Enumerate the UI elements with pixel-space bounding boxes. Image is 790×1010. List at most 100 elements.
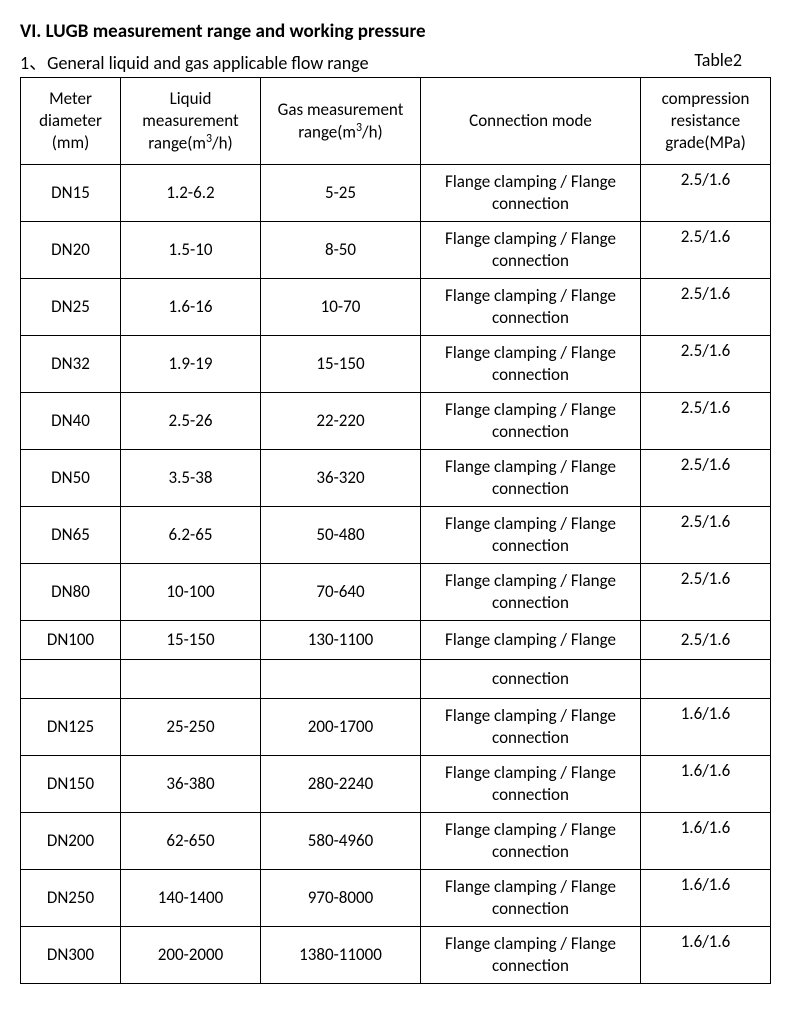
cell-connection: Flange clamping / Flange connection	[421, 870, 641, 927]
table-row: DN251.6-1610-70Flange clamping / Flange …	[21, 279, 771, 336]
cell-liquid: 15-150	[121, 621, 261, 660]
table-row: DN15036-380280-2240Flange clamping / Fla…	[21, 756, 771, 813]
table-label: Table2	[694, 49, 742, 75]
cell-gas: 200-1700	[261, 699, 421, 756]
table-row: connection	[21, 660, 771, 699]
cell-liquid	[121, 660, 261, 699]
cell-gas: 70-640	[261, 564, 421, 621]
cell-connection: Flange clamping / Flange connection	[421, 507, 641, 564]
cell-compression: 2.5/1.6	[641, 336, 771, 393]
table-row: DN201.5-108-50Flange clamping / Flange c…	[21, 222, 771, 279]
cell-gas: 8-50	[261, 222, 421, 279]
table-row: DN250140-1400970-8000Flange clamping / F…	[21, 870, 771, 927]
cell-liquid: 10-100	[121, 564, 261, 621]
cell-compression: 2.5/1.6	[641, 450, 771, 507]
cell-liquid: 1.5-10	[121, 222, 261, 279]
cell-connection: Flange clamping / Flange connection	[421, 393, 641, 450]
subtitle-left: 1、General liquid and gas applicable flow…	[20, 49, 369, 75]
table-row: DN300200-20001380-11000Flange clamping /…	[21, 927, 771, 984]
cell-gas: 10-70	[261, 279, 421, 336]
cell-gas: 970-8000	[261, 870, 421, 927]
col-liquid: Liquid measurement range(m3/h)	[121, 78, 261, 165]
table-row: DN656.2-6550-480Flange clamping / Flange…	[21, 507, 771, 564]
section-heading: VI. LUGB measurement range and working p…	[20, 20, 770, 43]
cell-compression: 2.5/1.6	[641, 393, 771, 450]
cell-diameter: DN50	[21, 450, 121, 507]
table-row: DN10015-150130-1100Flange clamping / Fla…	[21, 621, 771, 660]
cell-liquid: 2.5-26	[121, 393, 261, 450]
cell-connection: Flange clamping / Flange connection	[421, 165, 641, 222]
cell-diameter: DN32	[21, 336, 121, 393]
col-gas: Gas measurement range(m3/h)	[261, 78, 421, 165]
cell-compression: 1.6/1.6	[641, 756, 771, 813]
cell-diameter: DN300	[21, 927, 121, 984]
cell-compression: 2.5/1.6	[641, 621, 771, 660]
cell-compression: 2.5/1.6	[641, 507, 771, 564]
cell-gas: 50-480	[261, 507, 421, 564]
cell-diameter: DN80	[21, 564, 121, 621]
cell-connection: Flange clamping / Flange connection	[421, 813, 641, 870]
cell-compression: 2.5/1.6	[641, 279, 771, 336]
cell-liquid: 140-1400	[121, 870, 261, 927]
cell-compression: 1.6/1.6	[641, 699, 771, 756]
cell-diameter: DN100	[21, 621, 121, 660]
table-row: DN321.9-1915-150Flange clamping / Flange…	[21, 336, 771, 393]
cell-gas: 36-320	[261, 450, 421, 507]
cell-connection: Flange clamping / Flange connection	[421, 756, 641, 813]
flow-range-table: Meter diameter (mm) Liquid measurement r…	[20, 77, 771, 984]
cell-connection: Flange clamping / Flange connection	[421, 336, 641, 393]
cell-connection: Flange clamping / Flange connection	[421, 699, 641, 756]
cell-diameter: DN150	[21, 756, 121, 813]
cell-connection: Flange clamping / Flange connection	[421, 222, 641, 279]
cell-connection: Flange clamping / Flange connection	[421, 564, 641, 621]
cell-gas: 130-1100	[261, 621, 421, 660]
cell-diameter: DN20	[21, 222, 121, 279]
table-row: DN8010-10070-640Flange clamping / Flange…	[21, 564, 771, 621]
cell-liquid: 62-650	[121, 813, 261, 870]
cell-diameter: DN15	[21, 165, 121, 222]
cell-connection: Flange clamping / Flange connection	[421, 279, 641, 336]
cell-gas: 280-2240	[261, 756, 421, 813]
cell-liquid: 3.5-38	[121, 450, 261, 507]
cell-diameter: DN40	[21, 393, 121, 450]
cell-compression: 1.6/1.6	[641, 813, 771, 870]
cell-diameter: DN25	[21, 279, 121, 336]
cell-connection: connection	[421, 660, 641, 699]
table-row: DN402.5-2622-220Flange clamping / Flange…	[21, 393, 771, 450]
cell-compression: 2.5/1.6	[641, 165, 771, 222]
col-diameter: Meter diameter (mm)	[21, 78, 121, 165]
cell-diameter: DN65	[21, 507, 121, 564]
cell-gas: 15-150	[261, 336, 421, 393]
cell-liquid: 200-2000	[121, 927, 261, 984]
cell-liquid: 25-250	[121, 699, 261, 756]
cell-compression: 1.6/1.6	[641, 870, 771, 927]
cell-connection: Flange clamping / Flange	[421, 621, 641, 660]
cell-liquid: 1.9-19	[121, 336, 261, 393]
cell-liquid: 6.2-65	[121, 507, 261, 564]
cell-gas: 22-220	[261, 393, 421, 450]
cell-gas: 1380-11000	[261, 927, 421, 984]
cell-compression: 1.6/1.6	[641, 927, 771, 984]
col-connection: Connection mode	[421, 78, 641, 165]
table-row: DN20062-650580-4960Flange clamping / Fla…	[21, 813, 771, 870]
cell-gas	[261, 660, 421, 699]
cell-compression: 2.5/1.6	[641, 222, 771, 279]
cell-gas: 580-4960	[261, 813, 421, 870]
cell-compression: 2.5/1.6	[641, 564, 771, 621]
table-row: DN151.2-6.25-25Flange clamping / Flange …	[21, 165, 771, 222]
cell-gas: 5-25	[261, 165, 421, 222]
cell-liquid: 1.2-6.2	[121, 165, 261, 222]
table-row: DN503.5-3836-320Flange clamping / Flange…	[21, 450, 771, 507]
col-compression: compression resistance grade(MPa)	[641, 78, 771, 165]
table-row: DN12525-250200-1700Flange clamping / Fla…	[21, 699, 771, 756]
cell-diameter	[21, 660, 121, 699]
cell-liquid: 1.6-16	[121, 279, 261, 336]
cell-connection: Flange clamping / Flange connection	[421, 450, 641, 507]
cell-compression	[641, 660, 771, 699]
table-header-row: Meter diameter (mm) Liquid measurement r…	[21, 78, 771, 165]
cell-connection: Flange clamping / Flange connection	[421, 927, 641, 984]
cell-liquid: 36-380	[121, 756, 261, 813]
cell-diameter: DN250	[21, 870, 121, 927]
cell-diameter: DN125	[21, 699, 121, 756]
cell-diameter: DN200	[21, 813, 121, 870]
